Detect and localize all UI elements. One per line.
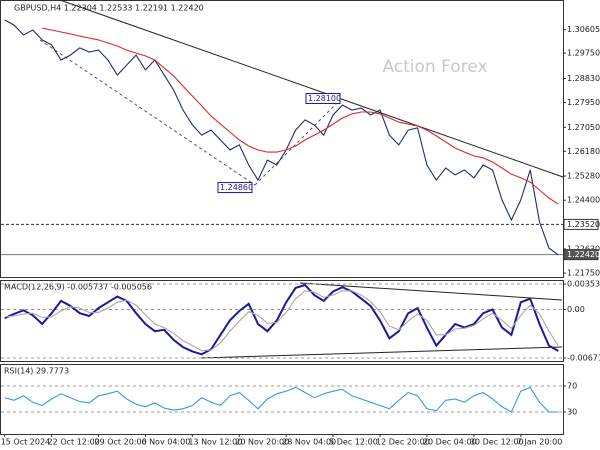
x-tick-label: 12 Dec 20:00 [376, 438, 430, 447]
price-label: 1.23520 [567, 220, 600, 229]
x-tick-label: 29 Oct 20:00 [95, 438, 147, 447]
trendline [59, 0, 564, 178]
price-label: 1.22420 [567, 250, 600, 259]
y-tick-label: 1.30605 [567, 25, 600, 34]
y-tick-label: 1.26180 [567, 147, 600, 156]
series-line [4, 290, 559, 352]
y-tick-label: 0.003537 [567, 280, 600, 289]
series-line [42, 27, 559, 205]
x-tick-label: 20 Nov 20:00 [235, 438, 289, 447]
y-tick-label: 1.25280 [567, 172, 600, 181]
x-tick-label: 30 Dec 12:00 [470, 438, 524, 447]
y-tick-label: 0.00 [567, 305, 585, 314]
price-panel [0, 0, 564, 278]
macd-trendline [299, 282, 563, 301]
annotation-label: 1.24860 [220, 183, 253, 192]
x-tick-label: 6 Nov 04:00 [141, 438, 190, 447]
y-tick-label: 1.27050 [567, 123, 600, 132]
trendline-dashed [254, 99, 341, 186]
x-tick-label: 22 Oct 12:00 [48, 438, 100, 447]
price-label-box [563, 249, 599, 261]
y-tick-label: 1.21750 [567, 269, 600, 278]
y-tick-label: 1.24400 [567, 196, 600, 205]
price-title: GBPUSD,H4 1.22304 1.22533 1.22191 1.2242… [14, 4, 204, 13]
macd-panel [0, 280, 564, 362]
x-tick-label: 20 Dec 04:00 [423, 438, 477, 447]
x-tick-label: 13 Nov 12:00 [188, 438, 242, 447]
y-tick-label: 1.27950 [567, 98, 600, 107]
trendline-dashed [39, 39, 256, 186]
macd-title: MACD(12,26,9) -0.005737 -0.005056 [4, 283, 152, 292]
rsi-title: RSI(14) 29.7773 [4, 367, 69, 376]
x-tick-label: 15 Oct 2024 [1, 438, 50, 447]
rsi-panel [0, 364, 564, 435]
series-line [4, 283, 559, 356]
annotation-box [305, 92, 341, 104]
series-line [4, 19, 559, 256]
y-tick-label: 1.22630 [567, 244, 600, 253]
watermark: Action Forex [382, 57, 487, 77]
x-tick-label: 28 Nov 04:00 [282, 438, 336, 447]
y-tick-label: 30 [567, 408, 577, 417]
y-tick-label: -0.006711 [567, 354, 600, 363]
series-line [4, 386, 559, 413]
x-tick-label: 5 Dec 12:00 [329, 438, 378, 447]
price-label-box [563, 218, 599, 230]
y-tick-label: 70 [567, 382, 577, 391]
x-tick-label: 7 Jan 20:00 [517, 438, 563, 447]
annotation-box [217, 182, 253, 194]
macd-trendline [199, 346, 563, 359]
y-tick-label: 1.28830 [567, 74, 600, 83]
annotation-label: 1.28100 [308, 94, 341, 103]
y-tick-label: 1.29750 [567, 49, 600, 58]
